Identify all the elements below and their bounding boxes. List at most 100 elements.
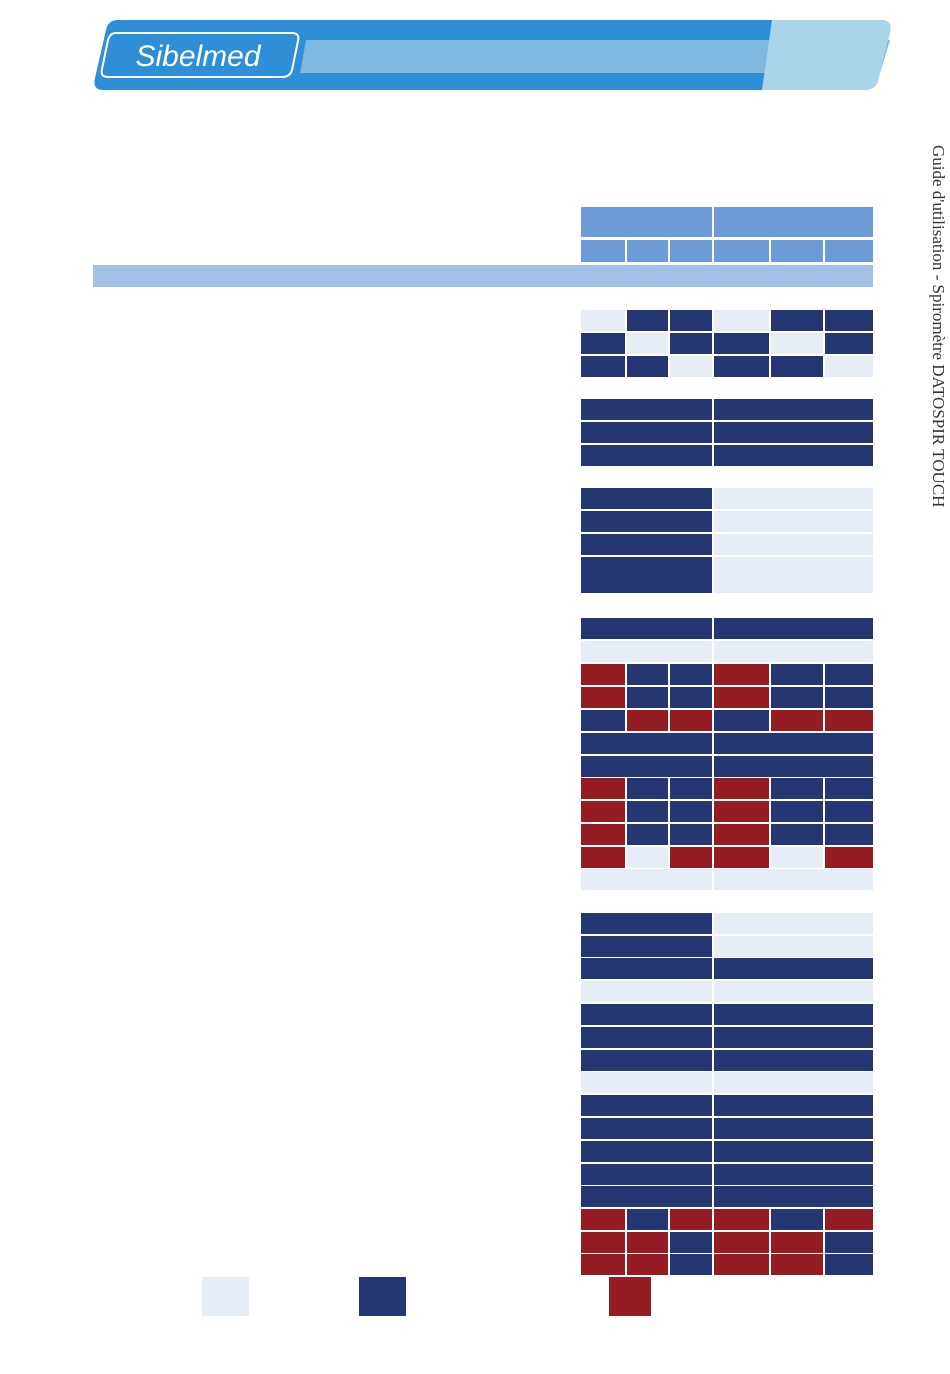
- table-cell: [627, 801, 668, 822]
- table-cell: [771, 687, 823, 708]
- table-cell: [825, 847, 873, 868]
- table-cell: [581, 333, 625, 354]
- table-cell: [581, 1209, 625, 1230]
- table-cell: [714, 1050, 873, 1071]
- header-cell: [714, 240, 769, 262]
- table-cell: [714, 1141, 873, 1162]
- table-cell: [581, 445, 712, 466]
- table-cell: [714, 399, 873, 420]
- table-cell: [714, 710, 769, 731]
- table-cell: [581, 1254, 625, 1275]
- table-cell: [825, 356, 873, 377]
- table-cell: [627, 1232, 668, 1253]
- table-cell: [714, 356, 769, 377]
- table-cell: [581, 356, 625, 377]
- logo-frame: [100, 32, 300, 78]
- table-cell: [714, 936, 873, 957]
- table-cell: [771, 664, 823, 685]
- header-cell: [627, 240, 668, 262]
- table-cell: [670, 356, 712, 377]
- table-cell: [581, 310, 625, 331]
- table-cell: [670, 1209, 712, 1230]
- table-cell: [670, 333, 712, 354]
- table-cell: [581, 422, 712, 443]
- table-cell: [714, 1118, 873, 1139]
- table-cell: [581, 733, 712, 754]
- table-cell: [627, 710, 668, 731]
- legend-swatch: [609, 1277, 651, 1316]
- table-cell: [581, 981, 712, 1002]
- header-strip: [300, 40, 890, 73]
- table-cell: [581, 488, 712, 509]
- table-cell: [627, 687, 668, 708]
- logo: Sibelmed: [135, 40, 261, 73]
- table-cell: [581, 618, 712, 639]
- table-cell: [581, 958, 712, 979]
- table-cell: [670, 710, 712, 731]
- table-cell: [670, 1232, 712, 1253]
- header-cell: [581, 240, 625, 262]
- table-cell: [581, 399, 712, 420]
- table-cell: [714, 847, 769, 868]
- table-cell: [714, 1209, 769, 1230]
- table-cell: [670, 778, 712, 799]
- table-cell: [714, 511, 873, 532]
- table-cell: [714, 1254, 769, 1275]
- table-cell: [714, 1232, 769, 1253]
- table-cell: [581, 1141, 712, 1162]
- table-cell: [714, 778, 769, 799]
- table-cell: [825, 310, 873, 331]
- table-cell: [581, 1072, 712, 1093]
- table-cell: [825, 710, 873, 731]
- table-cell: [670, 687, 712, 708]
- table-cell: [714, 687, 769, 708]
- table-cell: [581, 913, 712, 934]
- table-cell: [825, 664, 873, 685]
- table-cell: [771, 1232, 823, 1253]
- table-cell: [714, 1072, 873, 1093]
- table-cell: [825, 1254, 873, 1275]
- table-cell: [714, 534, 873, 555]
- table-cell: [581, 936, 712, 957]
- table-cell: [771, 1209, 823, 1230]
- table-cell: [714, 557, 873, 593]
- table-cell: [627, 824, 668, 845]
- side-text: Guide d'utilisation - Spiromètre DATOSPI…: [929, 145, 948, 508]
- legend-swatch: [359, 1277, 406, 1316]
- table-cell: [670, 801, 712, 822]
- table-cell: [581, 1095, 712, 1116]
- legend-swatch: [202, 1277, 249, 1316]
- table-cell: [714, 869, 873, 890]
- table-cell: [670, 310, 712, 331]
- table-cell: [627, 664, 668, 685]
- table-cell: [581, 1186, 712, 1207]
- table-cell: [714, 1164, 873, 1185]
- table-cell: [825, 1209, 873, 1230]
- table-cell: [771, 824, 823, 845]
- table-cell: [714, 913, 873, 934]
- table-cell: [581, 1027, 712, 1048]
- table-cell: [825, 687, 873, 708]
- header-cell: [714, 207, 873, 237]
- table-cell: [714, 756, 873, 777]
- table-cell: [581, 847, 625, 868]
- table-cell: [714, 1095, 873, 1116]
- table-cell: [714, 664, 769, 685]
- table-cell: [670, 1254, 712, 1275]
- table-cell: [581, 1004, 712, 1025]
- table-cell: [581, 869, 712, 890]
- table-cell: [627, 847, 668, 868]
- table-cell: [714, 981, 873, 1002]
- table-cell: [581, 1118, 712, 1139]
- table-cell: [825, 824, 873, 845]
- table-cell: [581, 778, 625, 799]
- table-cell: [714, 958, 873, 979]
- header-cell: [825, 240, 873, 262]
- table-cell: [670, 664, 712, 685]
- table-cell: [825, 333, 873, 354]
- table-cell: [581, 1050, 712, 1071]
- header-cell: [670, 240, 712, 262]
- table-cell: [714, 445, 873, 466]
- table-cell: [627, 333, 668, 354]
